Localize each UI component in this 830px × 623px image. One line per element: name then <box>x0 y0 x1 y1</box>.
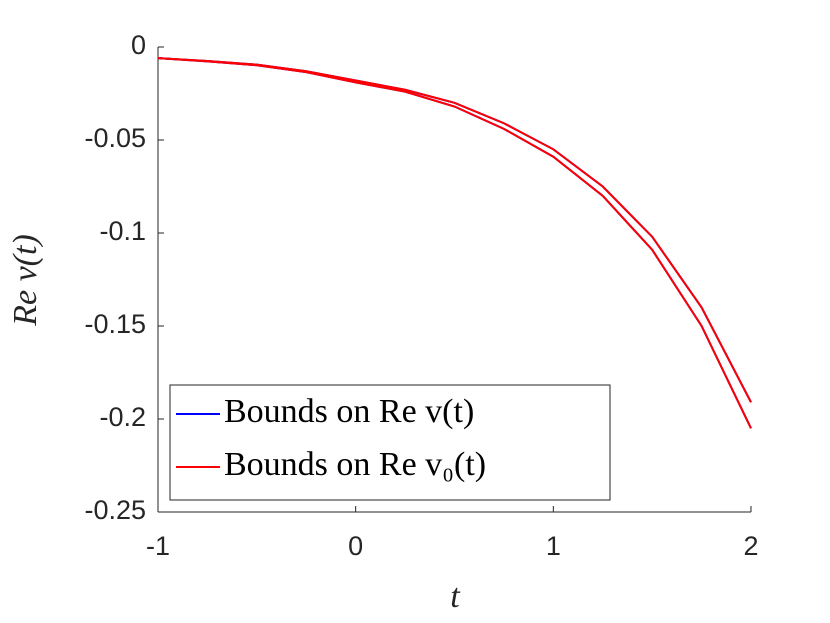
y-tick-label: 0 <box>131 30 146 60</box>
y-axis-label: Re v(t) <box>7 234 44 327</box>
line-lower <box>157 57 752 429</box>
x-tick-label: 1 <box>546 531 561 561</box>
legend-box <box>169 384 611 501</box>
x-axis-label: t <box>450 578 461 615</box>
x-tick-label: 0 <box>348 531 363 561</box>
line-upper <box>157 57 752 403</box>
line-lower <box>157 57 752 429</box>
x-tick-label: -1 <box>146 531 170 561</box>
y-tick-label: -0.05 <box>84 123 146 153</box>
y-tick-label: -0.15 <box>84 309 146 339</box>
legend-label: Bounds on Re v(t) <box>224 393 474 430</box>
y-tick-label: -0.25 <box>84 495 146 525</box>
x-tick-label: 2 <box>743 531 758 561</box>
legend-label: Bounds on Re v₀(t) <box>224 446 486 483</box>
y-tick-label: -0.1 <box>99 216 146 246</box>
line-upper <box>157 57 752 403</box>
y-tick-label: -0.2 <box>99 402 146 432</box>
